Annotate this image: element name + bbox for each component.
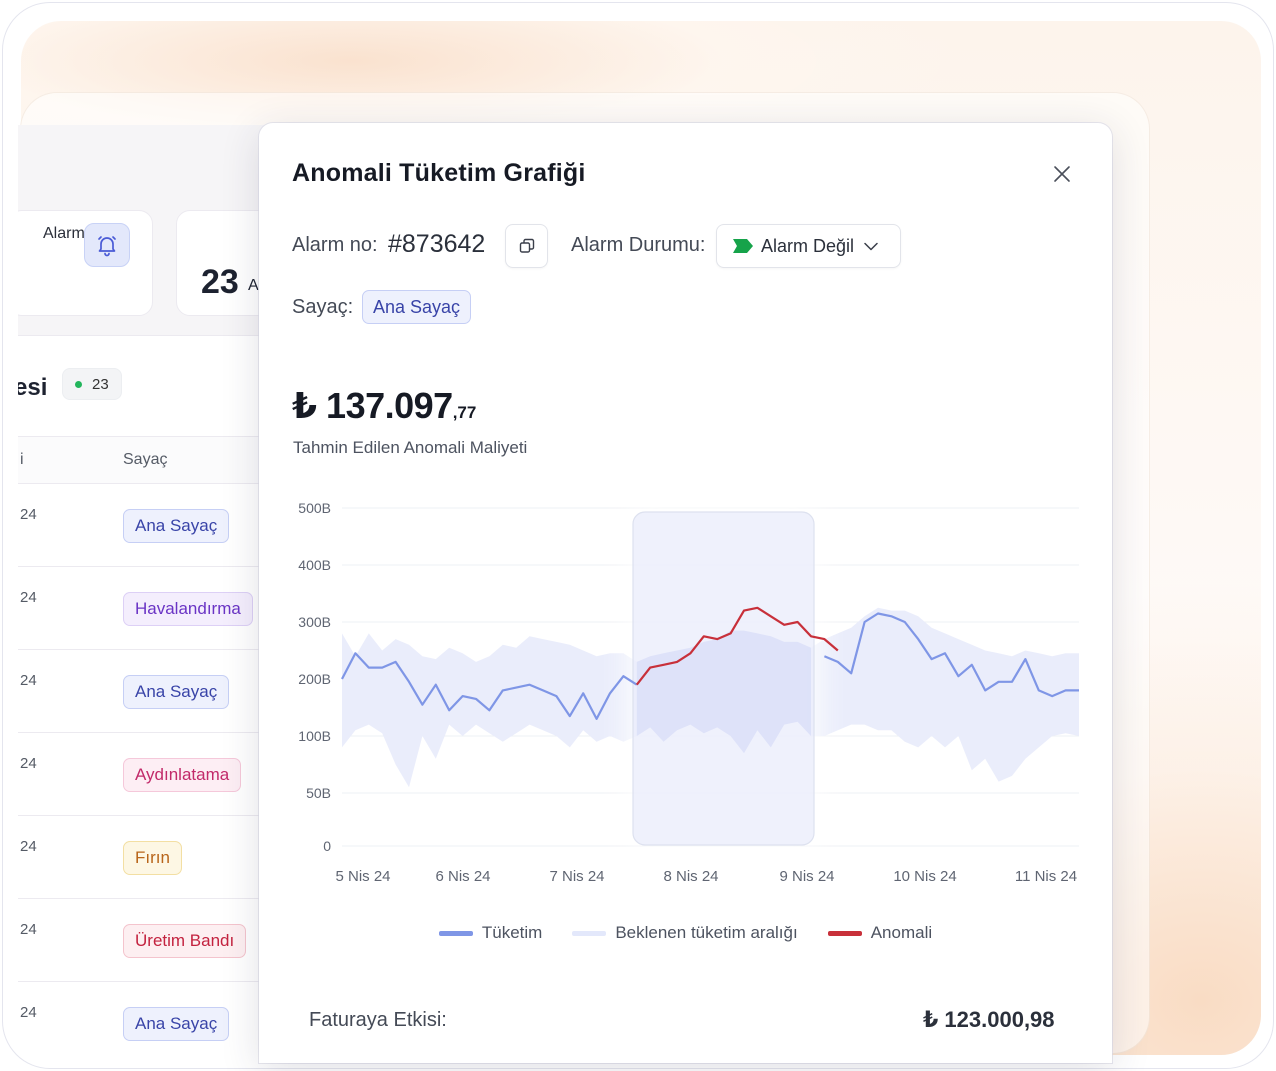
- alarm-no-label: Alarm no:: [292, 234, 378, 256]
- amount-caption: Tahmin Edilen Anomali Maliyeti: [293, 438, 528, 457]
- chart-legend: Tüketim Beklenen tüketim aralığı Anomali: [259, 923, 1112, 943]
- modal-title: Anomali Tüketim Grafiği: [292, 159, 586, 187]
- column-header-date: i: [20, 451, 24, 468]
- sayac-tag: Ana Sayaç: [123, 509, 230, 543]
- y-tick-label: 300B: [298, 614, 331, 630]
- alarm-count-label: Alarm: [43, 225, 85, 242]
- sayac-tag: Ana Sayaç: [362, 290, 472, 324]
- fatura-value: ₺ 123.000,98: [923, 1007, 1055, 1032]
- sayac-tag: Ana Sayaç: [123, 675, 230, 709]
- alarm-status-select[interactable]: Alarm Değil: [716, 224, 901, 268]
- chevron-down-icon: [864, 242, 878, 250]
- alarm-no-value: #873642: [388, 230, 486, 258]
- table-header: i Sayaç: [18, 436, 278, 484]
- x-tick-label: 10 Nis 24: [893, 868, 956, 883]
- y-tick-label: 100B: [298, 728, 331, 744]
- anomaly-chart-modal: Anomali Tüketim Grafiği Alarm no: #87364…: [259, 123, 1112, 1063]
- y-tick-label: 400B: [298, 557, 331, 573]
- row-date-fragment: 24: [20, 672, 37, 689]
- amount-decimal: ,77: [452, 403, 477, 422]
- sayac-label: Sayaç:: [292, 296, 354, 318]
- x-tick-label: 8 Nis 24: [663, 868, 718, 883]
- x-tick-label: 6 Nis 24: [435, 868, 490, 883]
- table-row[interactable]: 24 Ana Sayaç: [18, 982, 278, 1055]
- legend-item: Anomali: [827, 923, 933, 943]
- copy-button[interactable]: [505, 224, 548, 268]
- row-date-fragment: 24: [20, 1004, 37, 1021]
- legend-item: Tüketim: [438, 923, 543, 943]
- table-row[interactable]: 24 Ana Sayaç: [18, 650, 278, 733]
- sayac-tag: Fırın: [123, 841, 182, 875]
- x-tick-label: 7 Nis 24: [549, 868, 604, 883]
- background-page: Alarm 23 A esi 23 i Sayaç 24 Ana Sayaç 24 H…: [18, 125, 278, 1055]
- alarm-list-panel: esi 23 i Sayaç 24 Ana Sayaç 24 Havalandırma…: [18, 335, 278, 1055]
- amount-main: ₺ 137.097: [292, 385, 453, 426]
- table-row[interactable]: 24 Aydınlatama: [18, 733, 278, 816]
- sayac-tag: Aydınlatama: [123, 758, 242, 792]
- x-tick-label: 11 Nis 24: [1015, 868, 1077, 883]
- count-badge: 23: [62, 368, 122, 400]
- anomaly-cost-amount: ₺ 137.097,77: [292, 385, 476, 427]
- table-row[interactable]: 24 Üretim Bandı: [18, 899, 278, 982]
- legend-label: Tüketim: [481, 923, 543, 942]
- sayac-tag: Üretim Bandı: [123, 924, 247, 958]
- consumption-chart: 500B 400B 300B 200B 100B 50B 0 5 Nis 24 6 Nis 24…: [298, 500, 1079, 883]
- legend-label: Beklenen tüketim aralığı: [615, 923, 798, 942]
- row-date-fragment: 24: [20, 755, 37, 772]
- flag-icon: [733, 239, 753, 253]
- table-row[interactable]: 24 Havalandırma: [18, 567, 278, 650]
- expected-range-band-highlight: [636, 630, 811, 754]
- alarm-count-suffix: A: [248, 277, 259, 294]
- consumption-line: [341, 612, 1079, 720]
- anomaly-line: [635, 606, 839, 686]
- sayac-tag: Havalandırma: [123, 592, 253, 626]
- x-tick-label: 5 Nis 24: [335, 868, 390, 883]
- row-date-fragment: 24: [20, 838, 37, 855]
- sayac-tag: Ana Sayaç: [123, 1007, 230, 1041]
- column-header-sayac[interactable]: Sayaç: [123, 451, 168, 468]
- x-tick-label: 9 Nis 24: [779, 868, 834, 883]
- count-value: 23: [92, 375, 109, 393]
- list-title: esi: [18, 374, 48, 401]
- alarm-count-value: 23: [201, 263, 239, 301]
- legend-swatch: [438, 930, 473, 936]
- close-icon[interactable]: [1049, 161, 1075, 187]
- legend-item: Beklenen tüketim aralığı: [572, 923, 798, 943]
- alarm-status-label: Alarm Durumu:: [571, 234, 706, 256]
- legend-swatch: [572, 930, 607, 936]
- row-date-fragment: 24: [20, 589, 37, 606]
- y-tick-label: 50B: [306, 785, 331, 801]
- copy-icon: [519, 238, 534, 253]
- y-tick-label: 200B: [298, 671, 331, 687]
- bell-icon[interactable]: [84, 223, 130, 267]
- legend-swatch: [827, 930, 862, 936]
- status-dot-icon: [75, 380, 82, 388]
- alarm-status-value: Alarm Değil: [761, 235, 855, 256]
- table-row[interactable]: 24 Ana Sayaç: [18, 484, 278, 567]
- row-date-fragment: 24: [20, 921, 37, 938]
- table-row[interactable]: 24 Fırın: [18, 816, 278, 899]
- row-date-fragment: 24: [20, 506, 37, 523]
- fatura-label: Faturaya Etkisi:: [309, 1009, 447, 1031]
- y-tick-label: 0: [323, 838, 331, 854]
- y-tick-label: 500B: [298, 500, 331, 516]
- legend-label: Anomali: [870, 923, 933, 942]
